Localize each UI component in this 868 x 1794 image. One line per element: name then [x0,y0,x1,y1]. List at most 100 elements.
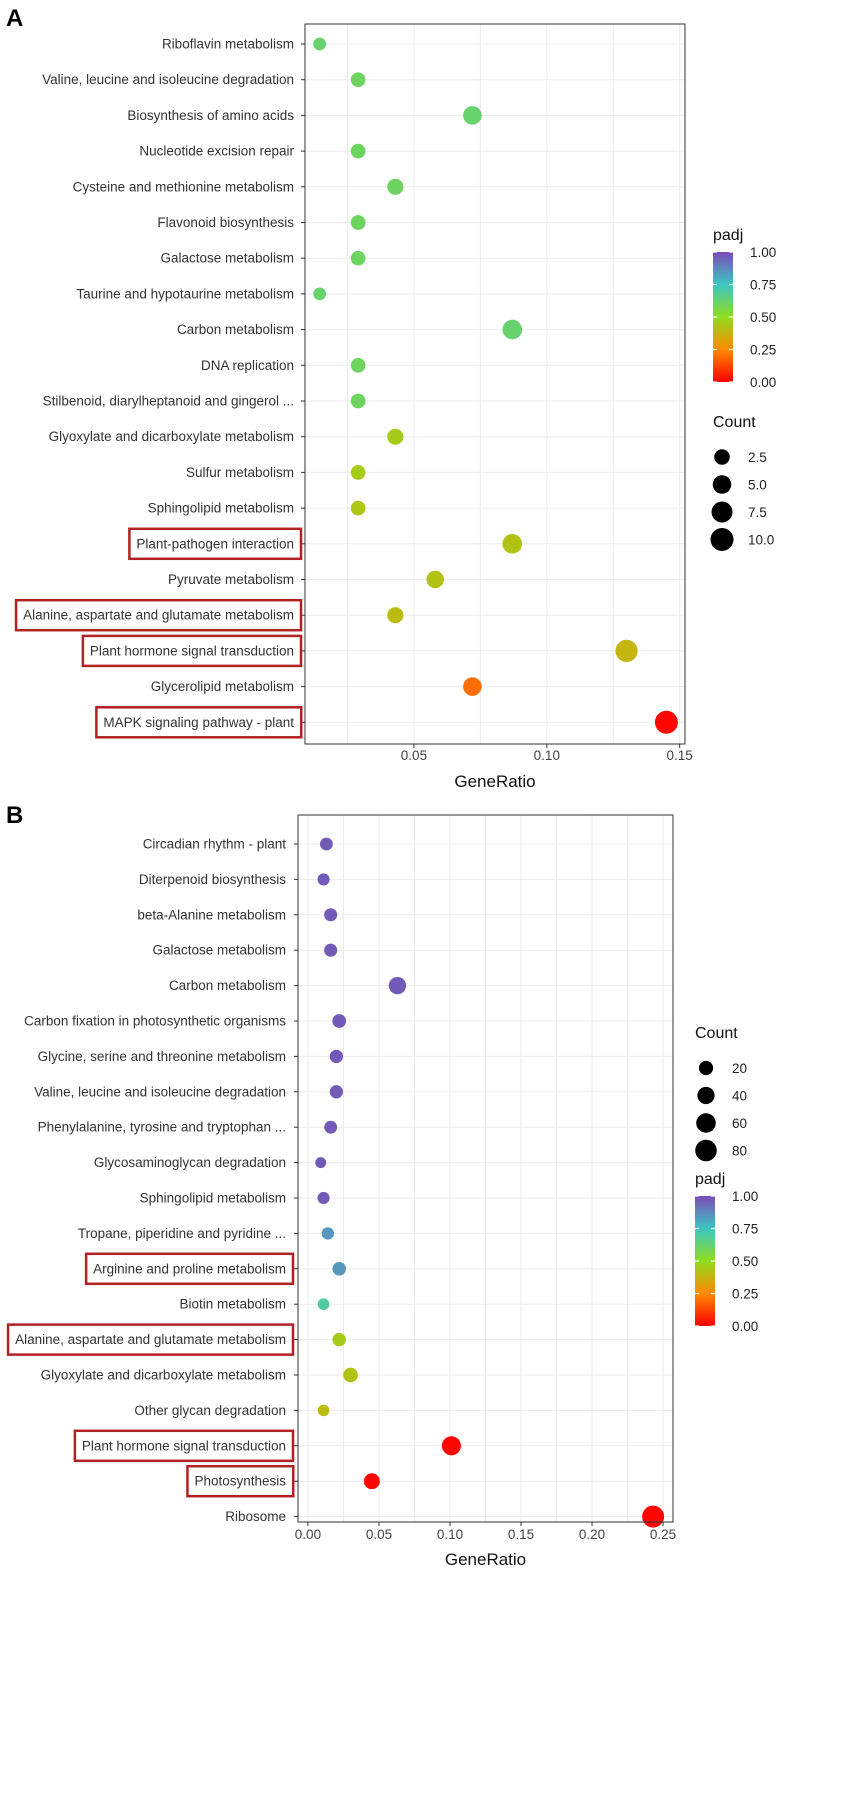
legend-padj-label: 1.00 [732,1189,758,1204]
data-point [317,1298,330,1311]
data-point [388,976,407,995]
y-tick-label: Glycosaminoglycan degradation [94,1155,286,1170]
data-point [313,287,326,301]
y-tick-label: Taurine and hypotaurine metabolism [76,286,294,301]
y-tick-label: Biotin metabolism [179,1297,286,1312]
data-point [350,250,366,266]
x-tick-label: 0.20 [579,1527,605,1542]
highlight-box [14,598,303,632]
x-tick-label: 0.15 [667,748,693,763]
data-point [324,943,338,957]
legend-count-dot [697,1086,715,1105]
data-point [350,215,366,230]
panel-letter: A [6,5,23,32]
legend-count-label: 10.0 [748,533,774,548]
data-point [332,1332,346,1347]
data-point [654,710,678,734]
y-tick-label: Plant hormone signal transduction [90,643,294,658]
y-tick-label: Carbon metabolism [177,322,294,337]
x-tick-label: 0.15 [508,1527,534,1542]
legend-padj-label: 0.00 [750,375,776,390]
data-point [317,1191,330,1205]
data-point [324,1120,338,1134]
legend-padj-label: 0.25 [750,343,776,358]
y-tick-label: Valine, leucine and isoleucine degradati… [34,1084,286,1099]
y-tick-label: Circadian rhythm - plant [143,837,287,852]
legend-count-dot [712,475,732,494]
legend-padj-label: 0.75 [732,1222,758,1237]
y-tick-label: Cysteine and methionine metabolism [73,179,294,194]
legend-count-dot [698,1060,714,1076]
data-point [343,1367,358,1383]
y-tick-label: Phenylalanine, tyrosine and tryptophan .… [38,1120,286,1135]
data-point [441,1436,461,1456]
x-tick-label: 0.10 [437,1527,463,1542]
data-point [350,357,366,373]
y-tick-label: Glyoxylate and dicarboxylate metabolism [41,1368,286,1383]
panel-a: A Riboflavin metabolism Valine, leucine an… [6,5,776,791]
data-point [502,533,523,554]
y-tick-label: Galactose metabolism [160,251,294,266]
legend-count-label: 80 [732,1144,747,1159]
data-point [615,639,638,663]
y-tick-label: Sulfur metabolism [186,465,294,480]
y-tick-label: Glycine, serine and threonine metabolism [38,1049,286,1064]
y-tick-label: Tropane, piperidine and pyridine ... [78,1226,286,1241]
data-point [387,428,404,445]
legend-padj-label: 0.50 [750,310,776,325]
data-point [426,570,444,589]
y-tick-label: Arginine and proline metabolism [93,1261,286,1276]
data-point [363,1473,380,1490]
y-tick-label: Plant hormone signal transduction [82,1438,286,1453]
x-tick-label: 0.05 [401,748,427,763]
legend-count-title: Count [713,414,756,431]
y-tick-label: beta-Alanine metabolism [137,907,286,922]
legend-count-dot [711,501,733,523]
plot-background [305,24,685,744]
legend-count-label: 2.5 [748,450,767,465]
legend-padj-title: padj [713,227,743,244]
x-tick-label: 0.00 [295,1527,321,1542]
legend-padj-label: 0.75 [750,278,776,293]
y-tick-label: Nucleotide excision repair [139,144,294,159]
data-point [350,500,366,516]
data-point [317,873,330,886]
legend-count-dot [714,449,730,465]
panel-letter: B [6,802,23,829]
y-tick-label: Alanine, aspartate and glutamate metabol… [15,1332,286,1347]
highlight-box [95,706,303,739]
data-point [350,143,366,159]
highlight-box [6,1323,295,1356]
legend-padj-label: 0.25 [732,1287,758,1302]
y-tick-label: Diterpenoid biosynthesis [139,872,286,887]
highlight-box [73,1429,295,1463]
data-point [329,1085,344,1099]
data-point [350,72,366,88]
legend-count-dot [695,1139,717,1162]
legend-count-label: 20 [732,1061,747,1076]
data-point [317,1404,330,1417]
y-tick-label: Riboflavin metabolism [162,37,294,52]
y-tick-label: Flavonoid biosynthesis [157,215,294,230]
y-tick-label: Glyoxylate and dicarboxylate metabolism [49,429,294,444]
y-tick-label: Stilbenoid, diarylheptanoid and gingerol… [43,394,294,409]
y-tick-label: Plant-pathogen interaction [136,536,294,551]
y-tick-label: MAPK signaling pathway - plant [103,715,294,730]
data-point [350,465,366,480]
data-point [502,319,523,340]
highlight-box [128,527,303,561]
data-point [324,908,338,922]
y-tick-label: Alanine, aspartate and glutamate metabol… [23,608,294,623]
data-point [463,106,482,125]
y-tick-label: Photosynthesis [194,1474,286,1489]
y-tick-label: Other glycan degradation [134,1403,286,1418]
data-point [329,1049,344,1064]
highlight-box [186,1464,295,1498]
legend-padj-colorbar [713,252,733,382]
legend-count-label: 40 [732,1089,747,1104]
data-point [350,393,366,409]
legend-count-title: Count [695,1025,738,1042]
plot-border [297,814,674,1523]
x-axis-title: GeneRatio [454,772,535,791]
